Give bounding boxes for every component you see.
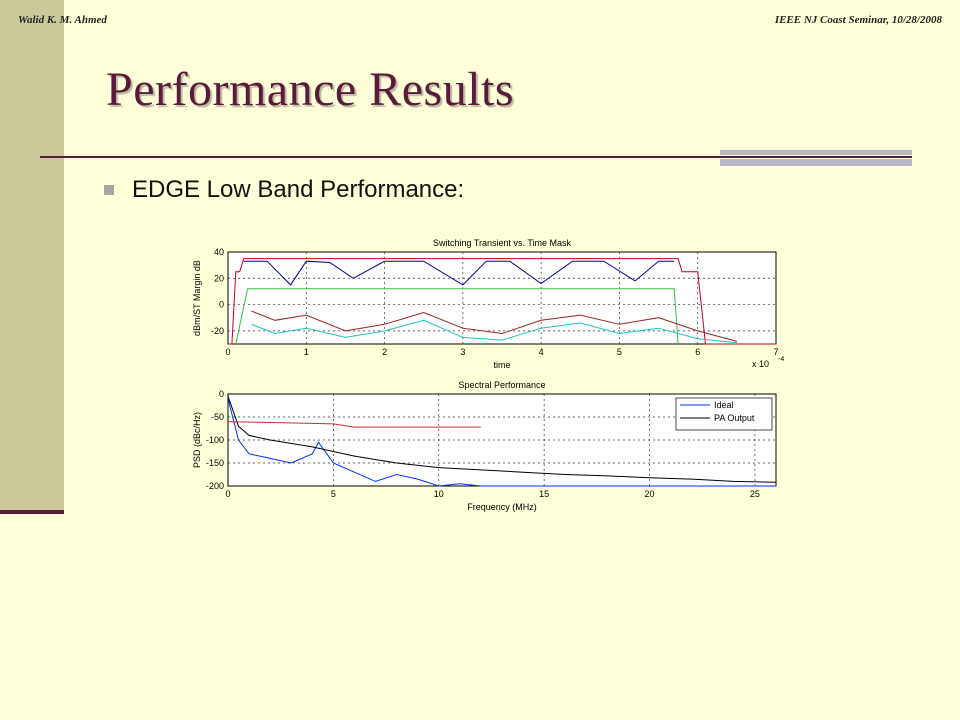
x-axis-label: time [493, 360, 510, 370]
x-tick-label: 0 [225, 489, 230, 499]
x-tick-label: 20 [645, 489, 655, 499]
x-exponent: x 10 [752, 359, 769, 369]
x-tick-label: 5 [331, 489, 336, 499]
x-tick-label: 5 [617, 347, 622, 357]
x-tick-label: 7 [773, 347, 778, 357]
bullet-text: EDGE Low Band Performance: [132, 176, 465, 203]
x-tick-label: 1 [304, 347, 309, 357]
x-tick-label: 0 [225, 347, 230, 357]
left-decor-bar-foot [0, 510, 64, 514]
y-tick-label: -200 [206, 481, 224, 491]
y-tick-label: 40 [214, 247, 224, 257]
x-tick-label: 6 [695, 347, 700, 357]
x-exponent-power: -4 [778, 356, 784, 363]
series-line-0-1 [243, 260, 675, 286]
x-tick-label: 2 [382, 347, 387, 357]
chart-title: Spectral Performance [458, 380, 545, 390]
x-axis-label: Frequency (MHz) [467, 502, 537, 512]
legend-box [675, 397, 773, 431]
title-rule-accent [720, 150, 912, 166]
legend-label: Ideal [714, 400, 734, 410]
left-decor-bar [0, 0, 64, 512]
x-tick-label: 3 [460, 347, 465, 357]
series-line-0-4 [251, 319, 737, 344]
bullet-marker [104, 185, 114, 195]
chart-title: Switching Transient vs. Time Mask [433, 238, 572, 248]
legend-label: PA Output [714, 413, 755, 423]
figure: 0 1 2 3 4 5 6 7 -20 0 20 40 Switching Transient vs. … [188, 228, 788, 518]
series-line-ideal [227, 398, 776, 487]
series-line-pa-output [227, 396, 777, 483]
y-tick-label: -50 [211, 412, 224, 422]
bullet-item: EDGE Low Band Performance: [104, 176, 464, 204]
y-tick-label: -20 [211, 326, 224, 336]
series-line-1-2 [227, 421, 481, 428]
y-axis-label: dBm/ST Margin dB [192, 260, 202, 336]
x-tick-label: 10 [434, 489, 444, 499]
y-axis-label: PSD (dBc/Hz) [192, 412, 202, 468]
series-line-0-3 [251, 310, 738, 342]
header-author: Walid K. M. Ahmed [18, 14, 107, 26]
series-line-0-2 [235, 288, 679, 345]
y-tick-label: 0 [219, 300, 224, 310]
x-tick-label: 15 [539, 489, 549, 499]
y-tick-label: 20 [214, 273, 224, 283]
y-tick-label: 0 [219, 389, 224, 399]
header-venue: IEEE NJ Coast Seminar, 10/28/2008 [774, 14, 942, 26]
x-tick-label: 25 [750, 489, 760, 499]
y-tick-label: -150 [206, 458, 224, 468]
plot-area-0 [227, 251, 777, 345]
series-line-0-0 [228, 258, 776, 345]
title-rule [40, 156, 912, 158]
y-tick-label: -100 [206, 435, 224, 445]
slide-title: Performance Results [106, 63, 515, 116]
x-tick-label: 4 [539, 347, 544, 357]
